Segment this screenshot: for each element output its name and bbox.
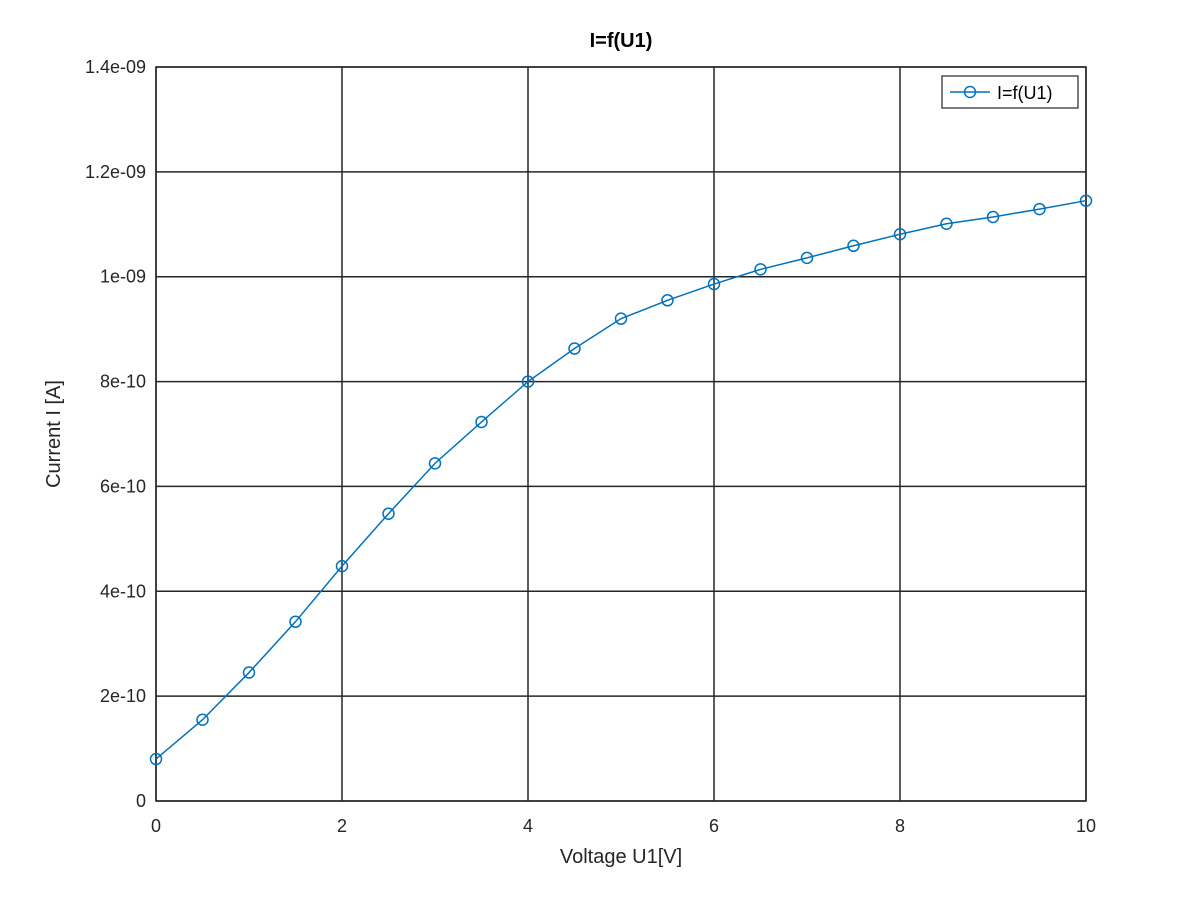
x-tick-label: 2 <box>337 816 347 836</box>
x-tick-label: 4 <box>523 816 533 836</box>
plot-area <box>155 66 1087 802</box>
y-tick-label: 8e-10 <box>100 372 146 392</box>
x-tick-label: 6 <box>709 816 719 836</box>
data-point <box>661 294 674 307</box>
plot-frame <box>155 66 1087 802</box>
data-point <box>614 312 628 325</box>
x-tick-label: 0 <box>151 816 161 836</box>
data-point <box>847 239 860 253</box>
y-tick-label: 2e-10 <box>100 686 146 706</box>
data-point <box>986 210 1000 224</box>
x-axis-title: Voltage U1[V] <box>560 846 682 868</box>
y-tick-label: 4e-10 <box>100 581 146 601</box>
data-point <box>382 507 395 520</box>
data-point <box>475 415 488 429</box>
data-point <box>800 251 814 265</box>
data-point <box>335 559 349 573</box>
data-point <box>754 263 767 276</box>
data-point <box>893 227 907 241</box>
x-tick-label: 10 <box>1076 816 1096 836</box>
y-axis-title: Current I [A] <box>43 380 65 488</box>
y-tick-label: 1.2e-09 <box>85 162 146 182</box>
data-point <box>196 713 209 726</box>
data-point <box>707 277 721 291</box>
data-point <box>149 752 163 766</box>
data-point <box>1033 202 1046 216</box>
y-tick-label: 0 <box>136 791 146 811</box>
legend-label: I=f(U1) <box>997 83 1053 103</box>
x-tick-label: 8 <box>895 816 905 836</box>
legend: I=f(U1) <box>941 75 1079 109</box>
x-axis: 0 2 4 6 8 10 <box>151 816 1096 836</box>
y-tick-label: 1.4e-09 <box>85 57 146 77</box>
plot-background <box>156 67 1086 801</box>
data-point <box>940 217 953 231</box>
y-axis: 0 2e-10 4e-10 6e-10 8e-10 1e-09 1.2e-09 1.4e-09 <box>85 57 146 811</box>
data-point <box>242 666 256 679</box>
data-point <box>428 457 442 470</box>
y-tick-label: 1e-09 <box>100 267 146 287</box>
data-point <box>289 615 302 628</box>
chart-title: I=f(U1) <box>590 30 653 52</box>
data-point <box>568 342 581 355</box>
legend-marker-icon <box>963 85 977 99</box>
data-series <box>149 194 1093 766</box>
data-point <box>521 375 535 388</box>
data-point <box>1079 194 1093 207</box>
y-tick-label: 6e-10 <box>100 476 146 496</box>
series-line <box>155 199 1087 760</box>
